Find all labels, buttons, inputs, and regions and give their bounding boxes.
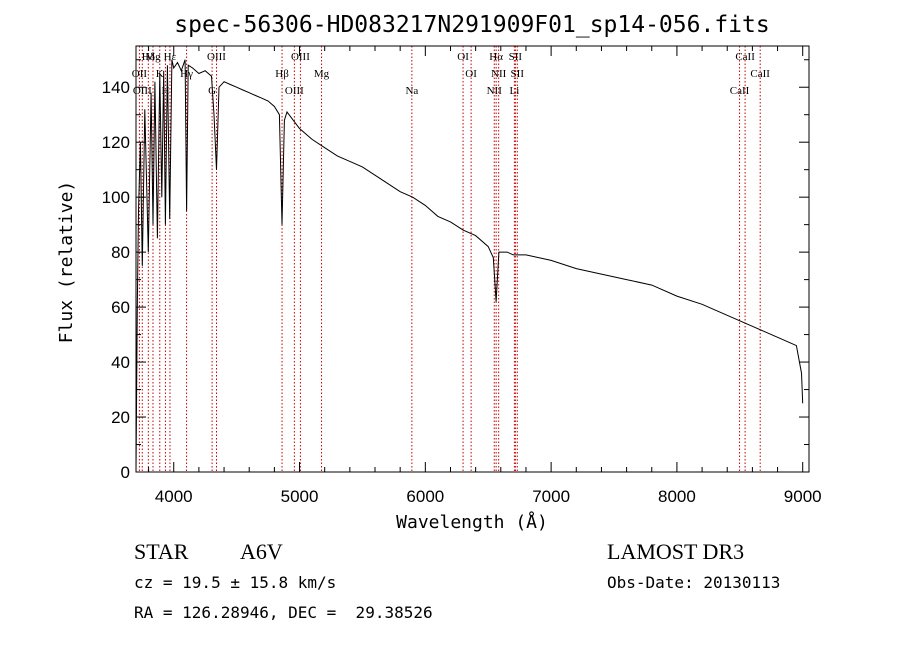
spectral-line-labels: HδOIIOIIIMgKHHεHγGOIIIHβOIIIOIIIMgNaOIOI… xyxy=(132,51,771,97)
spectral-line-label: SII xyxy=(509,51,523,63)
spectral-line-label: CaII xyxy=(735,51,755,63)
spectral-lines-layer xyxy=(138,46,761,472)
coordinates: RA = 126.28946, DEC = 29.38526 xyxy=(134,603,433,622)
spectral-line-label: Hβ xyxy=(275,68,289,80)
spectrum-line xyxy=(135,59,804,473)
plot-frame xyxy=(135,45,810,473)
survey-name: LAMOST DR3 xyxy=(607,539,745,564)
x-tick-label: 8000 xyxy=(658,487,696,506)
y-tick-label: 120 xyxy=(102,133,130,152)
redshift-cz: cz = 19.5 ± 15.8 km/s xyxy=(134,573,337,592)
spectral-line-label: OIII xyxy=(285,85,304,97)
spectral-line-label: NII xyxy=(487,85,503,97)
spectral-line-label: Hε xyxy=(164,51,177,63)
y-tick-label: 80 xyxy=(111,243,130,262)
spectral-line-label: OI xyxy=(465,68,477,80)
object-subclass: A6V xyxy=(240,539,283,564)
y-tick-label: 140 xyxy=(102,78,130,97)
y-tick-label: 60 xyxy=(111,298,130,317)
spectral-line-label: CaII xyxy=(730,85,750,97)
spectral-line-label: NII xyxy=(491,68,507,80)
spectral-line-label: OII xyxy=(132,68,148,80)
y-tick-label: 40 xyxy=(111,353,130,372)
spectral-line-label: Mg xyxy=(145,51,161,63)
x-tick-label: 4000 xyxy=(155,487,193,506)
spectral-line-label: OIII xyxy=(207,51,226,63)
x-tick-label: 7000 xyxy=(532,487,570,506)
spectral-line-label: Hδ xyxy=(142,51,155,63)
spectral-line-label: OIII xyxy=(133,85,152,97)
spectral-line-label: Li xyxy=(509,85,519,97)
spectral-line-label: CaII xyxy=(750,68,770,80)
axes: 4000 5000 6000 7000 8000 9000 0 20 40 60 80 100 120 1… xyxy=(102,46,822,506)
spectral-line-label: Hγ xyxy=(180,68,193,80)
y-tick-label: 0 xyxy=(121,463,130,482)
spectral-line-label: OIII xyxy=(291,51,310,63)
obs-date: Obs-Date: 20130113 xyxy=(607,573,781,592)
chart-title: spec-56306-HD083217N291909F01_sp14-056.f… xyxy=(174,12,769,38)
y-axis-label: Flux (relative) xyxy=(56,181,77,344)
spectral-line-label: Mg xyxy=(314,68,330,80)
y-tick-label: 100 xyxy=(102,188,130,207)
spectral-line-label: H xyxy=(161,85,169,97)
x-axis-label: Wavelength (Å) xyxy=(396,511,548,533)
x-tick-label: 6000 xyxy=(406,487,444,506)
x-tick-label: 5000 xyxy=(281,487,319,506)
spectral-line-label: Na xyxy=(405,85,418,97)
spectral-line-label: SII xyxy=(511,68,525,80)
spectral-line-label: Hα xyxy=(489,51,503,63)
x-tick-label: 9000 xyxy=(784,487,822,506)
object-class: STAR xyxy=(134,539,189,564)
spectral-line-label: OI xyxy=(457,51,469,63)
y-tick-label: 20 xyxy=(111,408,130,427)
